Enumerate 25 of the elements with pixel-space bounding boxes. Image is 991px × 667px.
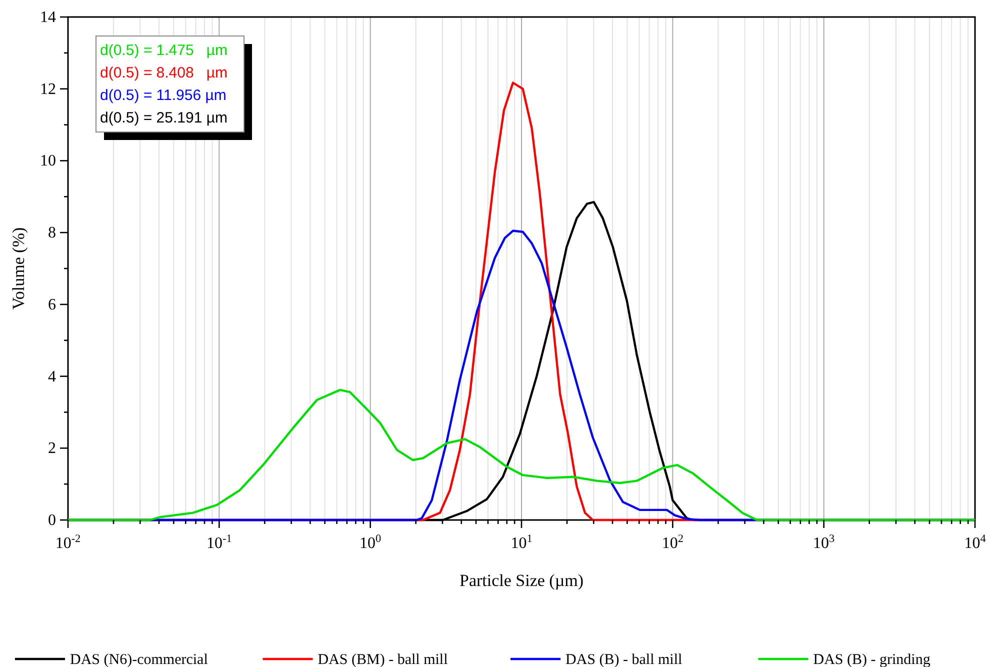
x-tick-label: 10$^{0}$	[360, 533, 382, 552]
y-tick-label: 10	[40, 152, 56, 170]
legend-label: DAS (BM) - ball mill	[318, 652, 448, 667]
annotation: d(0.5) = 1.475 µm	[100, 42, 228, 59]
legend-label: DAS (B) - ball mill	[566, 652, 682, 667]
annotation: d(0.5) = 11.956 µm	[100, 87, 226, 104]
y-tick-label: 2	[48, 440, 56, 458]
x-tick-label: 10$^{3}$	[813, 533, 836, 552]
y-tick-label: 4	[48, 368, 56, 386]
legend-label: DAS (N6)-commercial	[70, 652, 208, 667]
y-tick-label: 6	[48, 296, 56, 314]
y-tick-label: 8	[48, 224, 56, 242]
x-tick-label: 10$^{1}$	[510, 533, 532, 552]
y-tick-label: 14	[40, 9, 56, 26]
y-axis-title: Volume (%)	[9, 227, 28, 310]
x-tick-label: 10$^{-1}$	[206, 533, 232, 552]
x-tick-label: 10$^{2}$	[662, 533, 684, 552]
annotation: d(0.5) = 25.191 µm	[100, 110, 228, 126]
y-tick-label: 0	[48, 512, 56, 529]
y-tick-label: 12	[40, 80, 56, 98]
x-tick-label: 10$^{-2}$	[55, 533, 81, 552]
annotation: d(0.5) = 8.408 µm	[100, 64, 228, 82]
legend-label: DAS (B) - grinding	[813, 652, 931, 667]
x-tick-label: 10$^{4}$	[964, 533, 986, 552]
x-axis-title: Particle Size (µm)	[459, 571, 584, 590]
